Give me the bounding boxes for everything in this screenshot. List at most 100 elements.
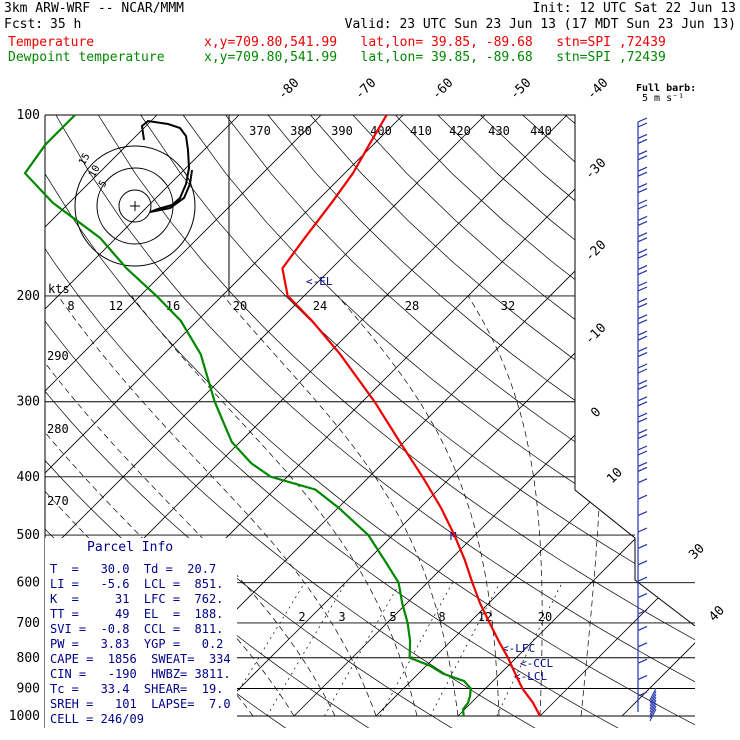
- hodograph-ring-label: 15: [77, 152, 93, 168]
- wind-barb: [637, 691, 648, 712]
- wind-barb: [649, 699, 657, 713]
- parcel-info-title: Parcel Info: [87, 540, 174, 555]
- hodograph-speed-label: 20: [233, 299, 247, 313]
- isotherm-label: -50: [507, 76, 534, 103]
- wind-barb: [637, 379, 648, 401]
- wind-barb: [649, 690, 657, 704]
- isotherm-label: -20: [582, 238, 609, 265]
- dry-adiabat-line: [182, 115, 695, 728]
- wind-barb: [637, 543, 648, 565]
- wind-barb: [649, 705, 657, 719]
- theta-label: 420: [449, 124, 471, 138]
- valid-time: Valid: 23 UTC Sun 23 Jun 13 (17 MDT Sun …: [344, 17, 736, 32]
- parcel-row: SREH = 101 LAPSE= 7.0: [50, 697, 231, 711]
- wind-barb: [637, 527, 648, 548]
- hodograph-speed-label: 8: [67, 299, 74, 313]
- pressure-tick-label: 1000: [9, 709, 40, 724]
- wind-barb: [637, 642, 648, 663]
- dry-adiabat-line: [45, 115, 695, 728]
- theta-label: 280: [47, 422, 69, 436]
- wind-barb: [649, 687, 657, 701]
- location-dewpoint: x,y=709.80,541.99 lat,lon= 39.85, -89.68…: [204, 50, 666, 65]
- level-marker-label: <-CCL: [520, 657, 553, 670]
- wind-barb: [637, 281, 648, 302]
- dry-adiabat-line: [45, 115, 537, 728]
- parcel-row: CELL = 246/09: [50, 712, 144, 726]
- dry-adiabat-line: [607, 115, 695, 728]
- isotherm-line: [539, 115, 695, 717]
- wind-barb: [637, 133, 648, 155]
- isotherm-line: [621, 115, 695, 717]
- isotherm-line: [45, 115, 486, 717]
- parcel-row: Tc = 33.4 SHEAR= 19.: [50, 682, 224, 696]
- wind-barb: [637, 396, 648, 417]
- dry-adiabat-line: [55, 115, 695, 728]
- hodograph-speed-label: 28: [405, 299, 419, 313]
- dry-adiabat-line: [564, 115, 695, 728]
- wind-barb: [637, 232, 648, 253]
- level-marker-label: M: [450, 530, 457, 543]
- wind-barb: [637, 609, 648, 630]
- mixing-ratio-label: 2: [298, 610, 305, 624]
- full-barb-units: 5 m s⁻¹: [642, 93, 685, 104]
- theta-label: 410: [410, 124, 432, 138]
- isotherm-label: -70: [352, 76, 379, 103]
- pressure-tick-label: 200: [17, 289, 40, 304]
- dry-adiabat-line: [267, 115, 695, 728]
- dry-adiabat-line: [480, 115, 695, 728]
- parcel-info-panel: Parcel Info T = 30.0 Td = 20.7 LI = -5.6…: [45, 538, 237, 728]
- isotherm-label: -60: [429, 76, 456, 103]
- wind-barb: [637, 347, 648, 368]
- isotherm-line: [45, 115, 240, 717]
- isotherm-line: [45, 115, 158, 717]
- hodograph-ring: [118, 189, 152, 223]
- parcel-row: LI = -5.6 LCL = 851.: [50, 577, 224, 591]
- legend-dewpoint: Dewpoint temperature: [8, 50, 165, 65]
- mixing-ratio-label: 20: [538, 610, 552, 624]
- pressure-tick-label: 500: [17, 528, 40, 543]
- wind-barb: [637, 117, 648, 138]
- wind-barb: [637, 429, 648, 450]
- wind-barb: [649, 702, 657, 716]
- wind-barb: [637, 330, 648, 352]
- theta-label: 440: [530, 124, 552, 138]
- model-title: 3km ARW-WRF -- NCAR/MMM: [4, 1, 185, 16]
- isotherm-label: 30: [686, 541, 708, 563]
- wind-barb: [637, 625, 648, 647]
- pressure-tick-label: 400: [17, 470, 40, 485]
- wind-barb: [649, 696, 657, 710]
- dry-adiabat-line: [522, 115, 695, 728]
- parcel-row: CAPE = 1856 SWEAT= 334: [50, 652, 231, 666]
- level-marker-label: <-LCL: [514, 670, 547, 683]
- isotherm-line: [211, 115, 695, 717]
- wind-barb: [637, 215, 648, 237]
- wind-barb: [637, 494, 648, 516]
- wind-barb: [637, 560, 648, 581]
- wind-barb: [637, 511, 648, 532]
- parcel-row: SVI = -0.8 CCL = 811.: [50, 622, 224, 636]
- dry-adiabat-line: [395, 115, 695, 728]
- wind-barb: [637, 576, 648, 598]
- pressure-tick-label: 900: [17, 681, 40, 696]
- location-temperature: x,y=709.80,541.99 lat,lon= 39.85, -89.68…: [204, 35, 666, 50]
- hodograph-trace: [140, 119, 193, 213]
- hodograph-speed-label: 24: [313, 299, 327, 313]
- wind-barb: [637, 363, 648, 384]
- wind-barb: [637, 166, 648, 188]
- hodograph-ring-label: 5: [97, 179, 110, 190]
- isotherm-line: [704, 115, 740, 716]
- wind-barb: [637, 297, 648, 319]
- forecast-hour: 35 h: [50, 17, 82, 32]
- isotherm-label: 40: [706, 603, 728, 625]
- wind-barb: [649, 693, 657, 707]
- pressure-tick-label: 800: [17, 651, 40, 666]
- parcel-row: CIN = -190 HWBZ= 3811.: [50, 667, 231, 681]
- wind-barb: [637, 265, 648, 286]
- wind-barb: [637, 478, 648, 499]
- mixing-ratio-label: 3: [338, 610, 345, 624]
- isotherm-label: -10: [582, 321, 609, 348]
- theta-label: 270: [47, 494, 69, 508]
- isotherm-label: -30: [582, 156, 609, 183]
- wind-barb: [637, 658, 648, 680]
